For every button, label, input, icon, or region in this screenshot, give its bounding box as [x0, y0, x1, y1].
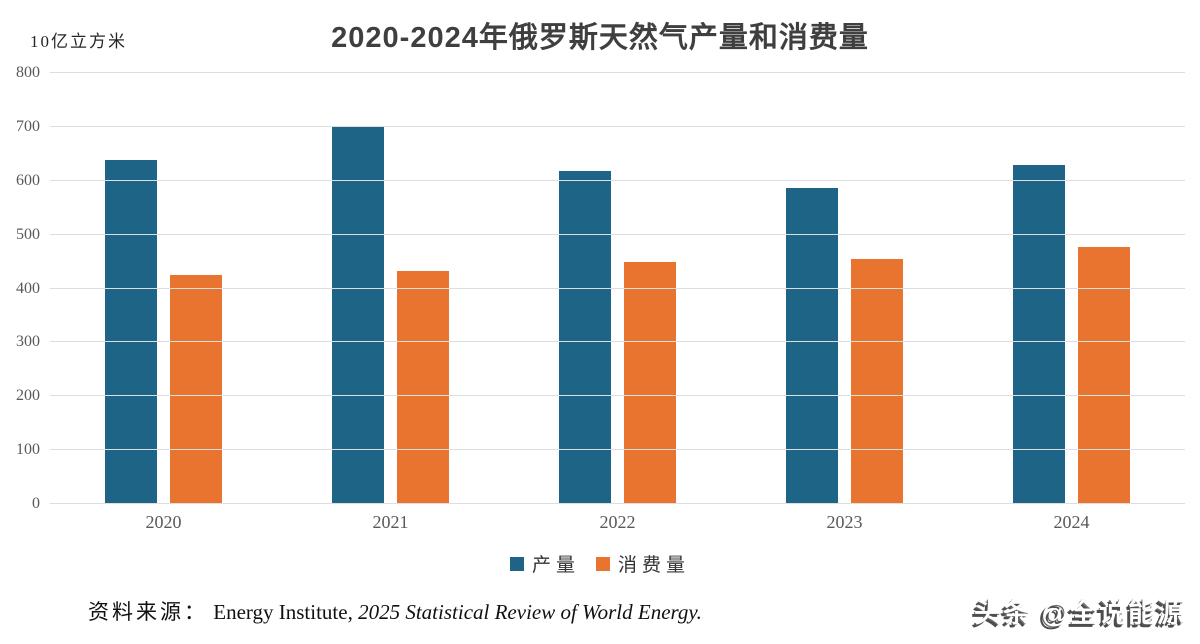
- x-tick-label-2020: 2020: [145, 512, 182, 532]
- source-prefix: 资料来源：: [88, 600, 208, 624]
- bar-group-2023: [731, 73, 958, 504]
- x-tick-label-2021: 2021: [372, 512, 409, 532]
- legend-swatch-icon: [509, 556, 524, 571]
- gridline-600: [50, 179, 1185, 181]
- bar-group-2021: [277, 73, 504, 504]
- legend-label: 消费量: [618, 555, 691, 576]
- gridline-800: [50, 72, 1185, 73]
- gridline-100: [50, 449, 1185, 451]
- bar-groups: [50, 73, 1185, 504]
- y-tick-label-300: 300: [16, 333, 40, 351]
- x-tick-label-2024: 2024: [1053, 512, 1090, 532]
- plot-area: [50, 72, 1185, 504]
- gridline-0: [50, 503, 1185, 504]
- bar-产量-2022: [559, 171, 611, 504]
- y-tick-label-100: 100: [16, 441, 40, 459]
- bar-消费量-2022: [624, 262, 676, 504]
- bar-group-2020: [50, 73, 277, 504]
- y-tick-label-400: 400: [16, 279, 40, 297]
- x-axis: 2020 2021 2022 2023 2024: [50, 512, 1185, 533]
- source-citation: 资料来源： Energy Institute, 2025 Statistical…: [88, 596, 702, 626]
- bar-group-2024: [958, 73, 1185, 504]
- legend-item-消费量: 消费量: [596, 550, 690, 577]
- y-tick-label-0: 0: [32, 495, 40, 512]
- bar-消费量-2021: [397, 271, 449, 504]
- y-tick-label-500: 500: [16, 225, 40, 243]
- y-axis-unit-label: 10亿立方米: [30, 32, 127, 51]
- x-tick-label-2022: 2022: [599, 512, 636, 532]
- y-tick-label-700: 700: [16, 117, 40, 135]
- gridline-200: [50, 395, 1185, 397]
- bar-消费量-2023: [851, 259, 903, 504]
- y-tick-label-600: 600: [16, 171, 40, 189]
- bar-消费量-2020: [170, 275, 222, 504]
- gridline-400: [50, 287, 1185, 289]
- source-italic: 2025 Statistical Review of World Energy.: [358, 600, 702, 624]
- chart-title: 2020-2024年俄罗斯天然气产量和消费量: [331, 22, 869, 54]
- bar-group-2022: [504, 73, 731, 504]
- bar-消费量-2024: [1078, 247, 1130, 504]
- gridline-500: [50, 233, 1185, 235]
- bar-产量-2023: [786, 188, 838, 504]
- x-tick-label-2023: 2023: [826, 512, 863, 532]
- bar-产量-2024: [1013, 164, 1065, 504]
- gridline-300: [50, 341, 1185, 343]
- gridline-700: [50, 125, 1185, 127]
- source-normal: Energy Institute,: [213, 600, 359, 624]
- legend-item-产量: 产量: [509, 550, 580, 577]
- bar-产量-2020: [105, 160, 157, 504]
- legend: 产量 消费量: [0, 550, 1200, 577]
- y-tick-label-200: 200: [16, 387, 40, 405]
- bar-产量-2021: [332, 125, 384, 504]
- legend-label: 产量: [531, 555, 580, 576]
- y-axis: 0 100 200 300 400 500 600 700 800: [0, 65, 40, 512]
- y-tick-label-800: 800: [16, 64, 40, 81]
- legend-swatch-icon: [596, 556, 610, 571]
- watermark: 头条 @全说能源: [974, 598, 1186, 628]
